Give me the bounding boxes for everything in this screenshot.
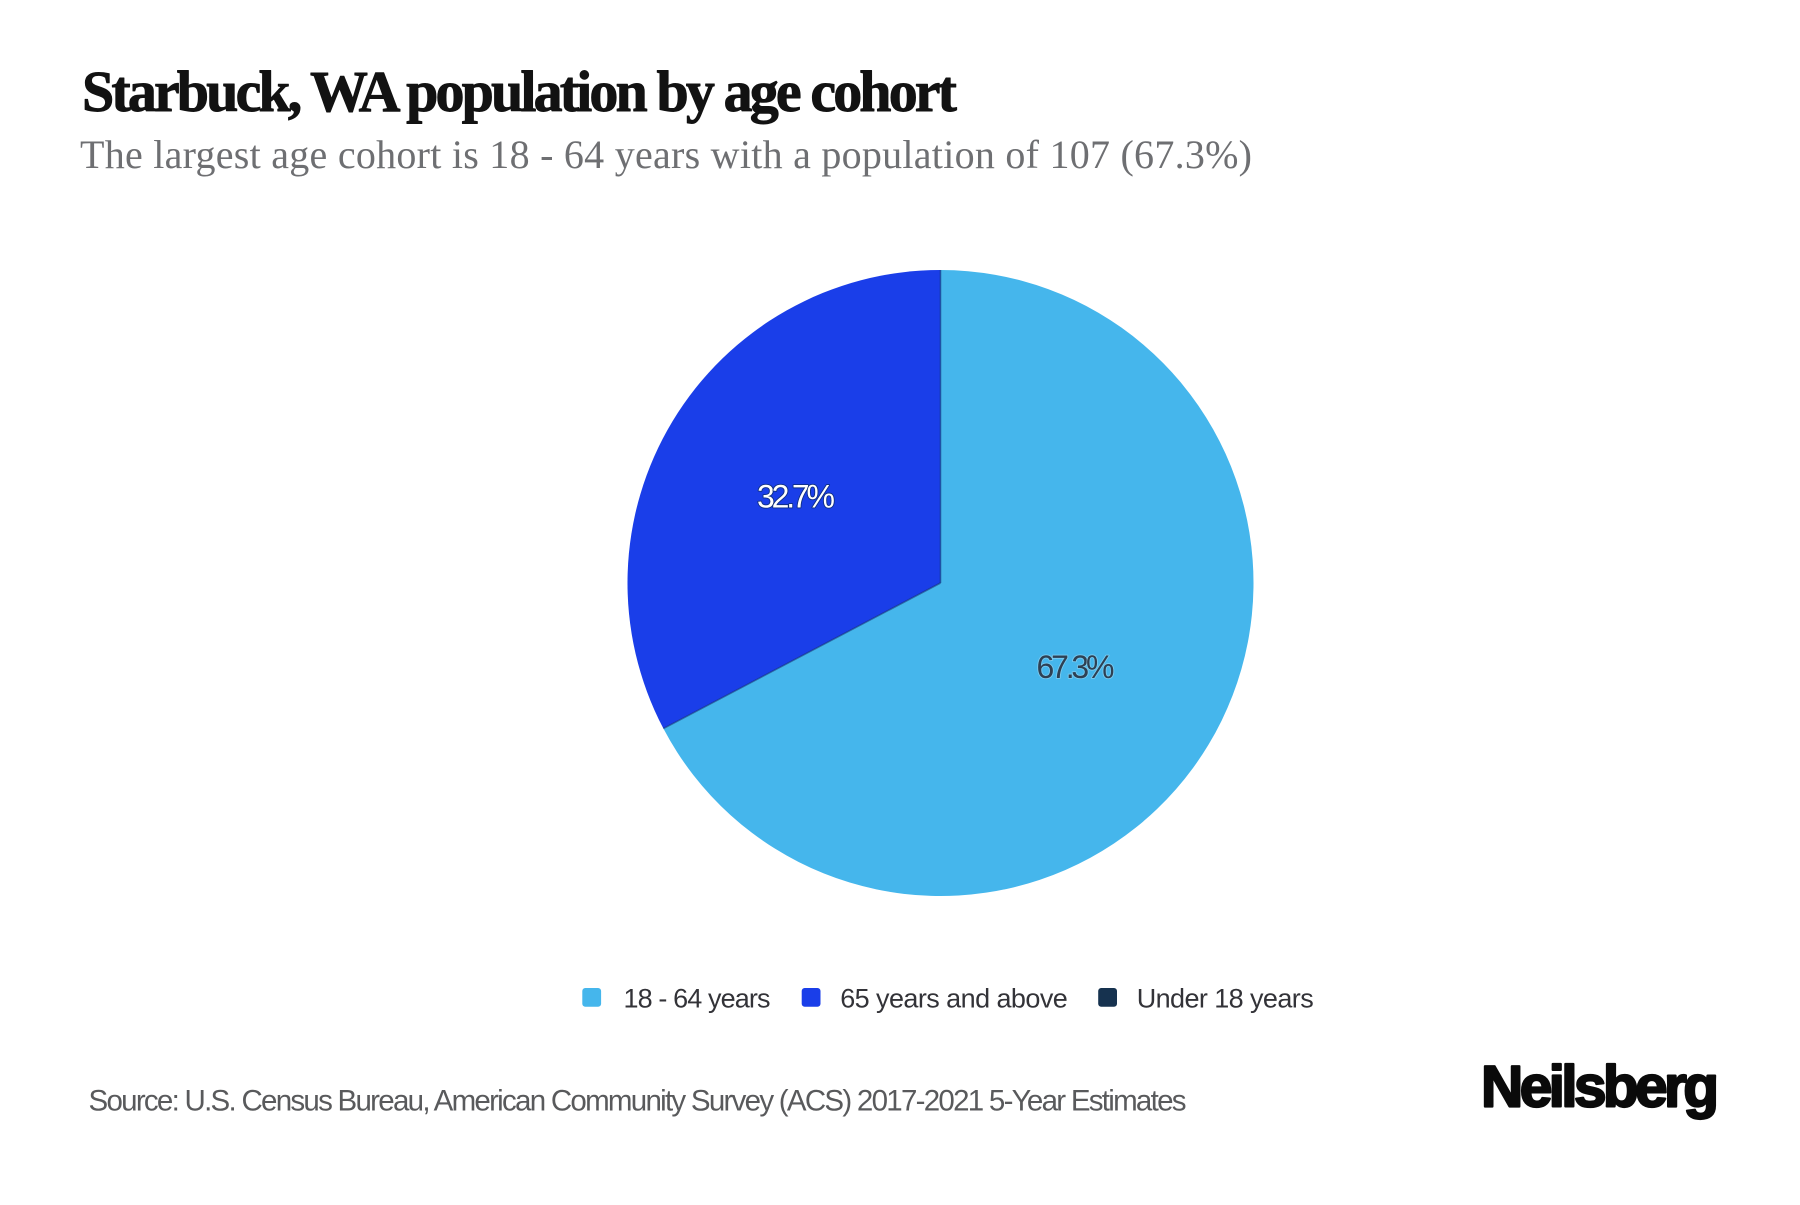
svg-text:32.7%: 32.7% (757, 479, 835, 515)
svg-text:Under 18 years: Under 18 years (1137, 984, 1314, 1014)
svg-text:Starbuck, WA population by age: Starbuck, WA population by age cohort (82, 59, 958, 124)
svg-text:18 - 64 years: 18 - 64 years (624, 984, 771, 1014)
svg-text:Neilsberg: Neilsberg (1481, 1055, 1719, 1120)
svg-text:The largest age cohort is 18 -: The largest age cohort is 18 - 64 years … (80, 132, 1252, 177)
svg-text:65 years and above: 65 years and above (840, 984, 1068, 1014)
svg-text:Source: U.S. Census Bureau, Am: Source: U.S. Census Bureau, American Com… (89, 1085, 1187, 1118)
svg-text:67.3%: 67.3% (1037, 649, 1115, 685)
